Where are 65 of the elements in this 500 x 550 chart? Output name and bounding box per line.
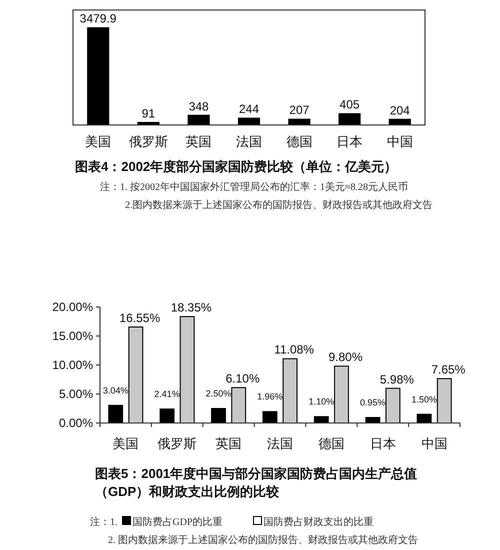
data-label: 244: [238, 102, 260, 116]
text: 注：1. 按2002年中国国家外汇管理局公布的汇率：1美元≈8.28元人民币: [100, 180, 408, 194]
bar: [436, 378, 452, 424]
bar: [211, 408, 226, 424]
y-tick-label: 5.00%: [58, 387, 94, 401]
data-label: 0.95%: [360, 397, 386, 408]
data-label: 207: [289, 103, 310, 118]
data-label: 2.50%: [206, 388, 232, 398]
bar: [238, 118, 260, 126]
x-tick-label: 德国: [286, 134, 312, 149]
text: 图表4：2002年度部分国家国防费比较（单位：亿美元）: [75, 158, 398, 176]
text: 2. 图内数据来源于上述国家公布的国防报告、财政报告或其他政府文告: [108, 534, 418, 547]
data-label: 3.04%: [102, 385, 128, 396]
text: 注：1.: [90, 517, 118, 528]
x-tick-label: 英国: [216, 436, 242, 451]
x-tick-label: 日本: [336, 134, 363, 149]
bar: [282, 358, 298, 424]
x-tick-label: 法国: [236, 134, 262, 149]
data-label: 6.10%: [226, 372, 260, 386]
bar: [108, 404, 124, 424]
data-label: 16.55%: [119, 311, 160, 326]
x-tick-label: 美国: [85, 134, 112, 149]
data-label: 2.41%: [154, 389, 180, 400]
legend-label: 国防费占GDP的比重: [132, 517, 223, 528]
text: 2.图内数据来源于上述国家公布的国防报告、财政报告或其他政府文告: [125, 198, 432, 212]
data-label: 91: [142, 106, 156, 120]
x-tick-label: 美国: [112, 436, 139, 451]
data-label: 348: [188, 99, 210, 114]
y-tick-label: 15.00%: [52, 329, 94, 343]
data-label: 405: [340, 98, 360, 112]
bar: [160, 408, 175, 424]
bar: [338, 113, 361, 126]
x-tick-label: 英国: [186, 134, 212, 149]
data-label: 18.35%: [170, 300, 212, 315]
bar: [231, 387, 246, 424]
data-label: 3479.9: [80, 12, 117, 26]
y-tick-label: 20.00%: [52, 300, 94, 314]
x-tick-label: 俄罗斯: [158, 436, 197, 451]
y-tick-label: 0.00%: [58, 416, 94, 430]
x-tick-label: 法国: [267, 436, 293, 451]
bar: [87, 27, 110, 126]
data-label: 7.65%: [431, 362, 466, 377]
data-label: 5.98%: [380, 372, 414, 386]
y-tick-label: 10.00%: [52, 358, 94, 372]
bar: [180, 316, 195, 424]
data-label: 1.50%: [411, 394, 437, 404]
data-label: 204: [390, 103, 410, 118]
x-tick-label: 德国: [318, 436, 344, 451]
data-label: 9.80%: [328, 350, 363, 364]
bar: [188, 114, 210, 126]
legend-label: 国防费占财政支出的比重: [262, 517, 374, 528]
x-tick-label: 日本: [370, 436, 396, 451]
bar: [334, 366, 349, 424]
bar: [314, 416, 329, 424]
x-tick-label: 中国: [421, 436, 448, 451]
bar: [385, 388, 400, 424]
x-tick-label: 中国: [386, 134, 413, 149]
x-tick-label: 俄罗斯: [128, 134, 168, 149]
text: 图表5：2001年度中国与部分国家国防费占国内生产总值（GDP）和财政支出比例的比较: [95, 465, 418, 501]
data-label: 1.96%: [257, 392, 283, 402]
data-label: 1.10%: [308, 396, 334, 407]
bar: [262, 411, 278, 424]
data-label: 11.08%: [274, 342, 314, 357]
bar: [288, 118, 310, 126]
bar: [128, 326, 144, 424]
